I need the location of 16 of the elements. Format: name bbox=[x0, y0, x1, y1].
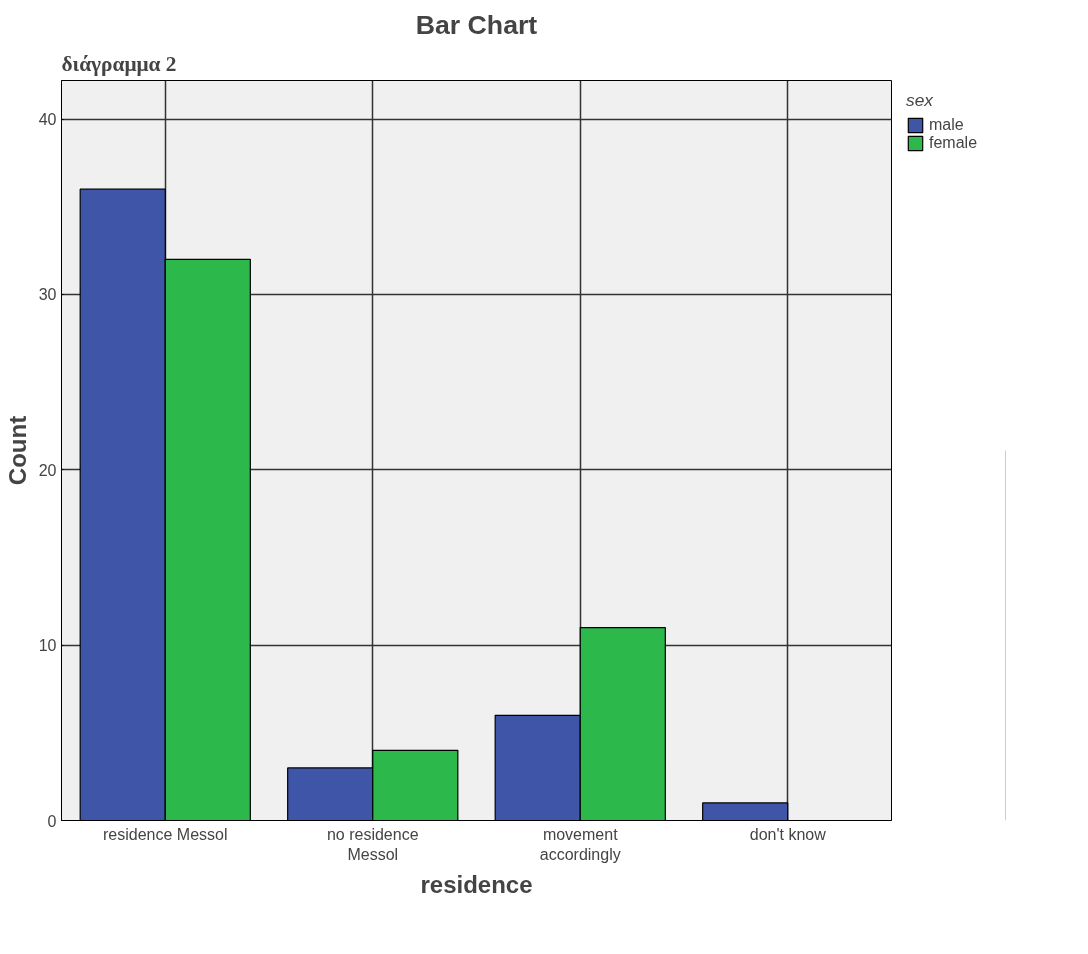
legend-label: male bbox=[929, 116, 964, 134]
y-axis-title: Count bbox=[3, 415, 31, 486]
y-tick-label: 0 bbox=[47, 812, 57, 830]
y-tick-label: 40 bbox=[38, 111, 57, 129]
legend-title: sex bbox=[906, 90, 934, 111]
x-tick-label: no residence Messol bbox=[326, 825, 419, 863]
x-tick-label: movement accordingly bbox=[539, 825, 621, 863]
chart-title: Bar Chart bbox=[415, 9, 538, 40]
x-tick-label: residence Messol bbox=[103, 825, 228, 843]
y-tick-label: 10 bbox=[38, 637, 57, 655]
y-tick-label: 20 bbox=[38, 461, 57, 479]
y-tick-label: 30 bbox=[38, 286, 57, 304]
text: διάγραμμα 2 bbox=[61, 51, 177, 76]
x-tick-label: don't know bbox=[749, 825, 827, 843]
legend-label: female bbox=[929, 134, 978, 152]
x-axis-title: residence bbox=[420, 870, 533, 898]
